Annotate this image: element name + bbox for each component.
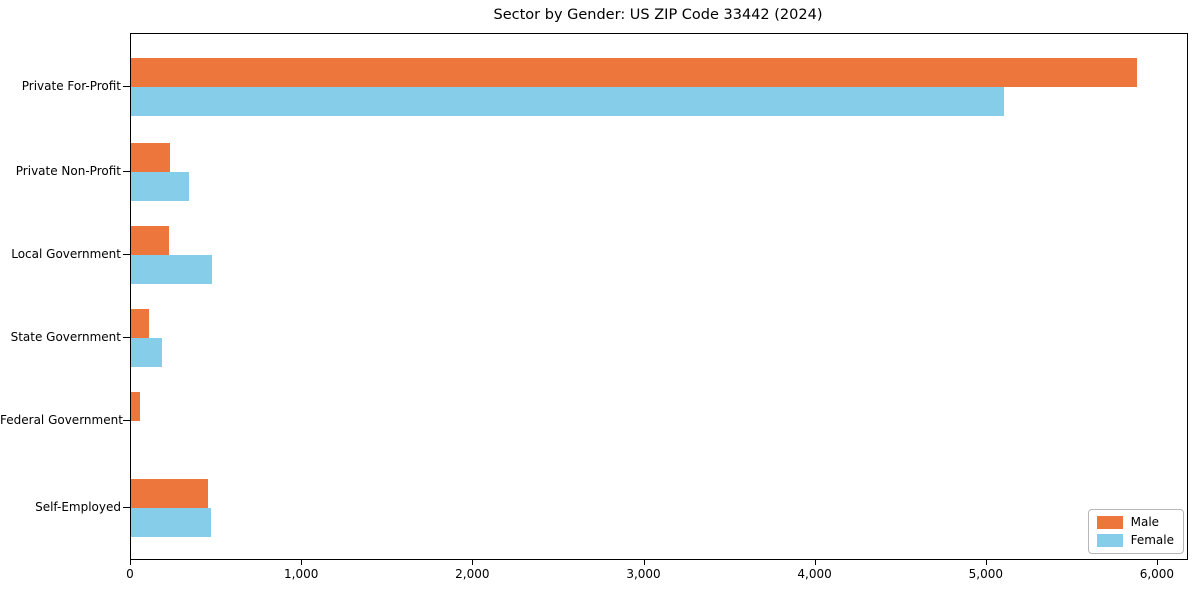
x-tick-mark: [130, 560, 131, 565]
y-tick-mark: [123, 420, 130, 421]
x-tick-label-3-000: 3,000: [626, 567, 661, 581]
legend-entry-male: Male: [1096, 515, 1174, 529]
bar-female-private-non-profit: [131, 172, 190, 201]
bar-male-self-employed: [131, 479, 208, 508]
y-tick-mark: [123, 86, 130, 87]
y-tick-label-federal-government: Federal Government: [0, 413, 123, 427]
x-tick-mark: [985, 560, 987, 565]
x-tick-mark: [814, 560, 816, 565]
bar-female-private-for-profit: [131, 87, 1004, 116]
bar-male-federal-government: [131, 392, 140, 421]
x-tick-label-6-000: 6,000: [1139, 567, 1175, 581]
x-tick-mark: [1156, 560, 1158, 565]
x-tick-label-5-000: 5,000: [968, 567, 1003, 581]
female-swatch: [1096, 534, 1123, 547]
chart-title: Sector by Gender: US ZIP Code 33442 (202…: [493, 7, 823, 23]
bar-female-self-employed: [131, 508, 212, 537]
y-tick-label-private-non-profit: Private Non-Profit: [15, 164, 121, 178]
legend-entry-female: Female: [1096, 533, 1174, 547]
bar-male-private-for-profit: [131, 58, 1138, 87]
x-tick-mark: [472, 560, 474, 565]
bar-male-state-government: [131, 309, 149, 338]
male-swatch: [1096, 516, 1123, 529]
legend-label-female: Female: [1130, 533, 1174, 547]
x-tick-label-4-000: 4,000: [797, 567, 832, 581]
bar-female-local-government: [131, 255, 213, 284]
legend-label-male: Male: [1130, 515, 1160, 529]
legend: Male Female: [1087, 509, 1184, 554]
y-tick-label-state-government: State Government: [10, 330, 121, 344]
bar-female-state-government: [131, 338, 162, 367]
y-tick-mark: [123, 254, 130, 255]
x-tick-label-1-000: 1,000: [284, 567, 319, 581]
y-tick-mark: [123, 171, 130, 172]
y-tick-mark: [123, 337, 130, 338]
bar-male-local-government: [131, 226, 169, 255]
plot-area: Male Female: [130, 33, 1188, 560]
y-tick-label-self-employed: Self-Employed: [35, 500, 121, 514]
x-tick-label-2-000: 2,000: [455, 567, 490, 581]
y-tick-label-private-for-profit: Private For-Profit: [21, 79, 121, 93]
bar-male-private-non-profit: [131, 143, 170, 172]
x-tick-label-0: 0: [126, 567, 134, 581]
x-tick-mark: [301, 560, 303, 565]
y-tick-label-local-government: Local Government: [11, 247, 121, 261]
y-tick-mark: [123, 507, 130, 508]
x-tick-mark: [643, 560, 645, 565]
